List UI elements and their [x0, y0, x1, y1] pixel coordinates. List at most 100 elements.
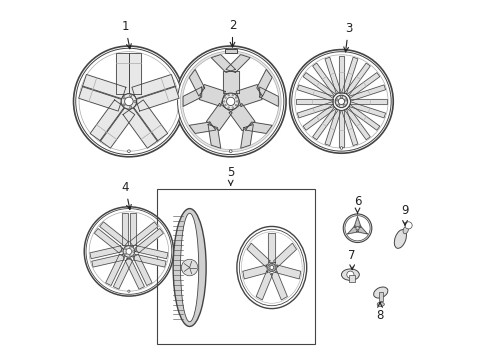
Polygon shape: [257, 69, 272, 96]
Circle shape: [345, 216, 370, 241]
Circle shape: [292, 52, 391, 151]
Polygon shape: [241, 125, 253, 148]
Circle shape: [123, 104, 125, 106]
Circle shape: [180, 51, 281, 152]
Circle shape: [273, 267, 275, 268]
Circle shape: [121, 94, 137, 109]
Circle shape: [232, 95, 233, 96]
Ellipse shape: [394, 230, 406, 248]
Circle shape: [130, 95, 132, 97]
Polygon shape: [260, 87, 278, 107]
Text: 2: 2: [229, 19, 236, 47]
Circle shape: [129, 247, 131, 248]
Text: 7: 7: [348, 248, 356, 270]
Circle shape: [124, 248, 126, 250]
Text: 6: 6: [354, 195, 361, 213]
Polygon shape: [99, 222, 128, 246]
Polygon shape: [130, 213, 136, 245]
Circle shape: [177, 48, 284, 154]
Circle shape: [335, 95, 348, 108]
Ellipse shape: [377, 302, 384, 306]
Polygon shape: [349, 102, 386, 118]
Polygon shape: [122, 213, 127, 245]
Polygon shape: [117, 53, 129, 94]
Polygon shape: [90, 246, 122, 259]
Polygon shape: [344, 107, 370, 140]
Circle shape: [76, 48, 182, 154]
Polygon shape: [347, 73, 380, 98]
Circle shape: [225, 104, 226, 106]
Polygon shape: [223, 71, 239, 93]
Circle shape: [128, 290, 130, 292]
Polygon shape: [339, 110, 344, 147]
Circle shape: [79, 51, 179, 151]
Polygon shape: [95, 229, 123, 253]
Circle shape: [127, 150, 130, 153]
Polygon shape: [276, 265, 301, 279]
Circle shape: [237, 101, 238, 102]
Polygon shape: [189, 69, 205, 96]
Circle shape: [270, 265, 271, 266]
Circle shape: [235, 104, 237, 106]
Polygon shape: [350, 99, 387, 104]
Polygon shape: [133, 254, 152, 285]
Circle shape: [130, 106, 132, 108]
Circle shape: [123, 246, 135, 257]
Polygon shape: [100, 107, 135, 148]
Circle shape: [338, 104, 340, 106]
Polygon shape: [325, 57, 341, 94]
Polygon shape: [344, 63, 370, 96]
Circle shape: [343, 214, 372, 243]
Circle shape: [343, 104, 345, 106]
Circle shape: [232, 107, 233, 108]
Polygon shape: [349, 85, 386, 101]
Polygon shape: [132, 75, 175, 99]
Ellipse shape: [239, 229, 304, 306]
Ellipse shape: [180, 213, 199, 322]
Circle shape: [124, 97, 133, 106]
Polygon shape: [347, 225, 359, 234]
Text: 9: 9: [401, 204, 409, 225]
Polygon shape: [206, 104, 232, 131]
Circle shape: [89, 212, 169, 291]
Polygon shape: [136, 86, 179, 111]
Polygon shape: [229, 104, 255, 131]
Polygon shape: [236, 85, 262, 106]
Polygon shape: [106, 254, 125, 285]
Circle shape: [271, 264, 272, 265]
Text: 8: 8: [376, 303, 384, 322]
Polygon shape: [247, 243, 270, 267]
Polygon shape: [347, 104, 380, 130]
Polygon shape: [125, 258, 145, 289]
Polygon shape: [354, 217, 361, 228]
Circle shape: [126, 248, 132, 255]
Circle shape: [132, 251, 134, 252]
Circle shape: [228, 107, 229, 108]
Circle shape: [222, 93, 239, 110]
Bar: [157, 189, 315, 344]
Polygon shape: [90, 100, 125, 141]
Polygon shape: [303, 104, 336, 130]
Polygon shape: [325, 109, 341, 145]
Text: 1: 1: [122, 20, 131, 49]
Circle shape: [226, 97, 235, 105]
Polygon shape: [189, 122, 216, 134]
Text: 3: 3: [344, 22, 352, 52]
Circle shape: [338, 98, 344, 104]
Polygon shape: [208, 125, 221, 148]
Polygon shape: [226, 55, 250, 72]
Polygon shape: [136, 246, 168, 259]
Polygon shape: [297, 85, 334, 101]
Circle shape: [336, 99, 338, 101]
Text: 4: 4: [122, 181, 131, 210]
Circle shape: [269, 267, 270, 268]
Bar: [224, 49, 237, 53]
Circle shape: [175, 46, 286, 157]
Circle shape: [295, 55, 388, 148]
Polygon shape: [113, 258, 133, 289]
Polygon shape: [271, 271, 287, 300]
Circle shape: [183, 53, 279, 150]
Polygon shape: [128, 53, 142, 94]
Ellipse shape: [342, 269, 359, 280]
Bar: [349, 275, 355, 282]
